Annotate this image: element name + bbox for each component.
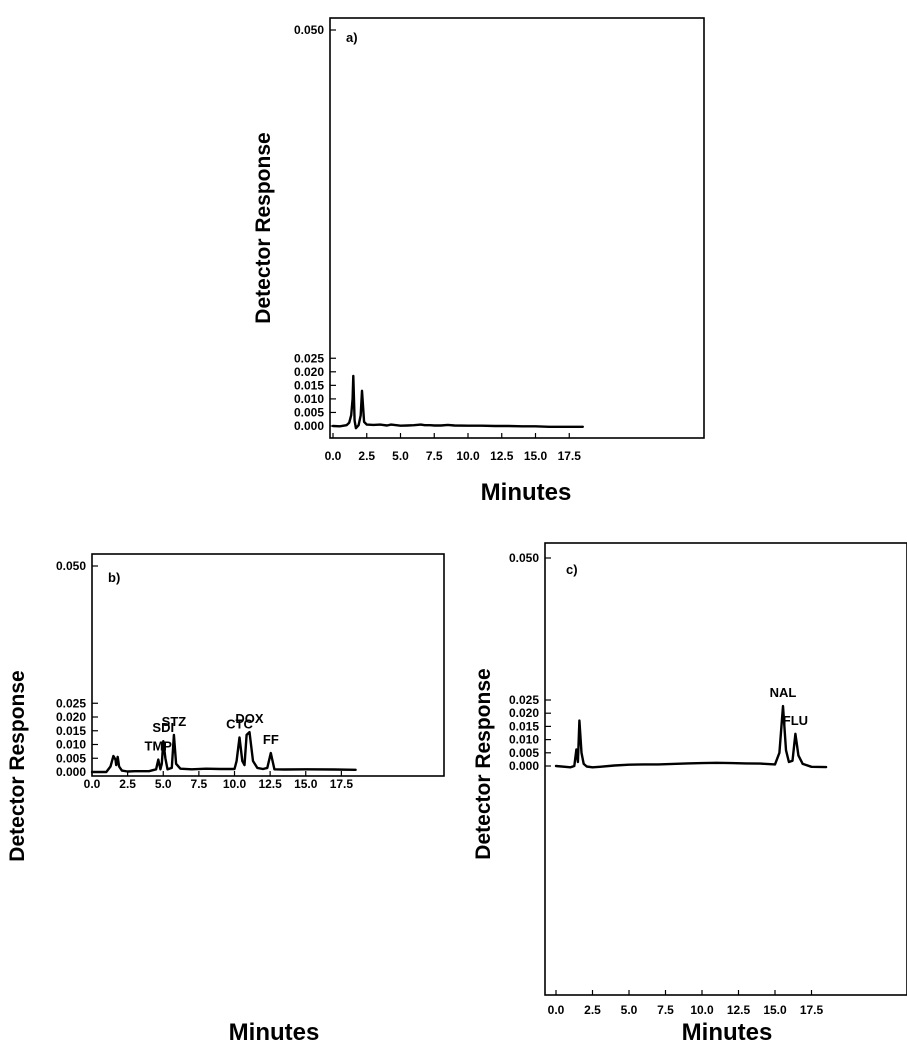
x-tick-label: 17.5 xyxy=(558,449,582,463)
panel-label: c) xyxy=(566,562,578,577)
y-tick-label: 0.010 xyxy=(294,392,324,406)
x-tick-label: 2.5 xyxy=(584,1003,601,1017)
y-axis-label: Detector Response xyxy=(472,668,495,859)
x-tick-label: 0.0 xyxy=(325,449,342,463)
x-tick-label: 12.5 xyxy=(490,449,514,463)
x-tick-label: 2.5 xyxy=(119,777,136,791)
y-tick-label: 0.010 xyxy=(56,738,86,752)
x-tick-label: 12.5 xyxy=(727,1003,751,1017)
x-tick-label: 10.0 xyxy=(456,449,480,463)
y-tick-label: 0.050 xyxy=(56,559,86,573)
peak-label-flu: FLU xyxy=(783,713,808,728)
x-tick-label: 0.0 xyxy=(84,777,101,791)
x-tick-label: 7.5 xyxy=(426,449,443,463)
x-tick-label: 10.0 xyxy=(690,1003,714,1017)
x-tick-label: 17.5 xyxy=(800,1003,824,1017)
y-tick-label: 0.020 xyxy=(56,710,86,724)
x-tick-label: 5.0 xyxy=(155,777,172,791)
x-tick-label: 5.0 xyxy=(392,449,409,463)
series-line xyxy=(554,704,828,769)
peak-label-ff: FF xyxy=(263,732,279,747)
x-tick-label: 12.5 xyxy=(258,777,282,791)
y-tick-label: 0.015 xyxy=(294,378,324,392)
y-tick-label: 0.000 xyxy=(509,759,539,773)
y-tick-label: 0.025 xyxy=(294,351,324,365)
y-tick-label: 0.050 xyxy=(294,23,324,37)
x-tick-label: 7.5 xyxy=(657,1003,674,1017)
y-axis-label: Detector Response xyxy=(6,670,29,861)
x-tick-label: 15.0 xyxy=(763,1003,787,1017)
x-tick-label: 17.5 xyxy=(330,777,354,791)
peak-label-sdi: SDI xyxy=(152,720,174,735)
y-tick-label: 0.010 xyxy=(509,733,539,747)
y-tick-label: 0.025 xyxy=(509,693,539,707)
series-line xyxy=(331,374,584,430)
y-tick-label: 0.015 xyxy=(56,724,86,738)
x-tick-label: 10.0 xyxy=(223,777,247,791)
y-tick-label: 0.015 xyxy=(509,719,539,733)
y-tick-label: 0.020 xyxy=(294,365,324,379)
x-tick-label: 5.0 xyxy=(621,1003,638,1017)
x-tick-label: 2.5 xyxy=(358,449,375,463)
plot-frame xyxy=(329,17,705,439)
x-tick-label: 0.0 xyxy=(548,1003,565,1017)
y-tick-label: 0.020 xyxy=(509,706,539,720)
panel-label: b) xyxy=(108,570,120,585)
peak-label-tmp: TMP xyxy=(145,739,173,754)
series-line xyxy=(90,730,357,774)
x-axis-label: Minutes xyxy=(682,1019,773,1046)
peak-label-ctc: CTC xyxy=(226,716,253,731)
y-tick-label: 0.005 xyxy=(509,746,539,760)
y-tick-label: 0.050 xyxy=(509,551,539,565)
y-tick-label: 0.025 xyxy=(56,696,86,710)
peak-label-stz: STZ xyxy=(162,714,187,729)
x-tick-label: 15.0 xyxy=(524,449,548,463)
y-tick-label: 0.005 xyxy=(294,405,324,419)
y-tick-label: 0.005 xyxy=(56,751,86,765)
panel-label: a) xyxy=(346,30,358,45)
plot-frame xyxy=(544,542,907,996)
x-axis-label: Minutes xyxy=(229,1019,320,1046)
y-axis-label: Detector Response xyxy=(252,132,275,323)
y-tick-label: 0.000 xyxy=(56,765,86,779)
peak-label-dox: DOX xyxy=(235,711,264,726)
x-axis-label: Minutes xyxy=(481,479,572,506)
x-tick-label: 7.5 xyxy=(191,777,208,791)
plot-frame xyxy=(91,553,445,777)
x-tick-label: 15.0 xyxy=(294,777,318,791)
y-tick-label: 0.000 xyxy=(294,419,324,433)
peak-label-nal: NAL xyxy=(770,685,797,700)
